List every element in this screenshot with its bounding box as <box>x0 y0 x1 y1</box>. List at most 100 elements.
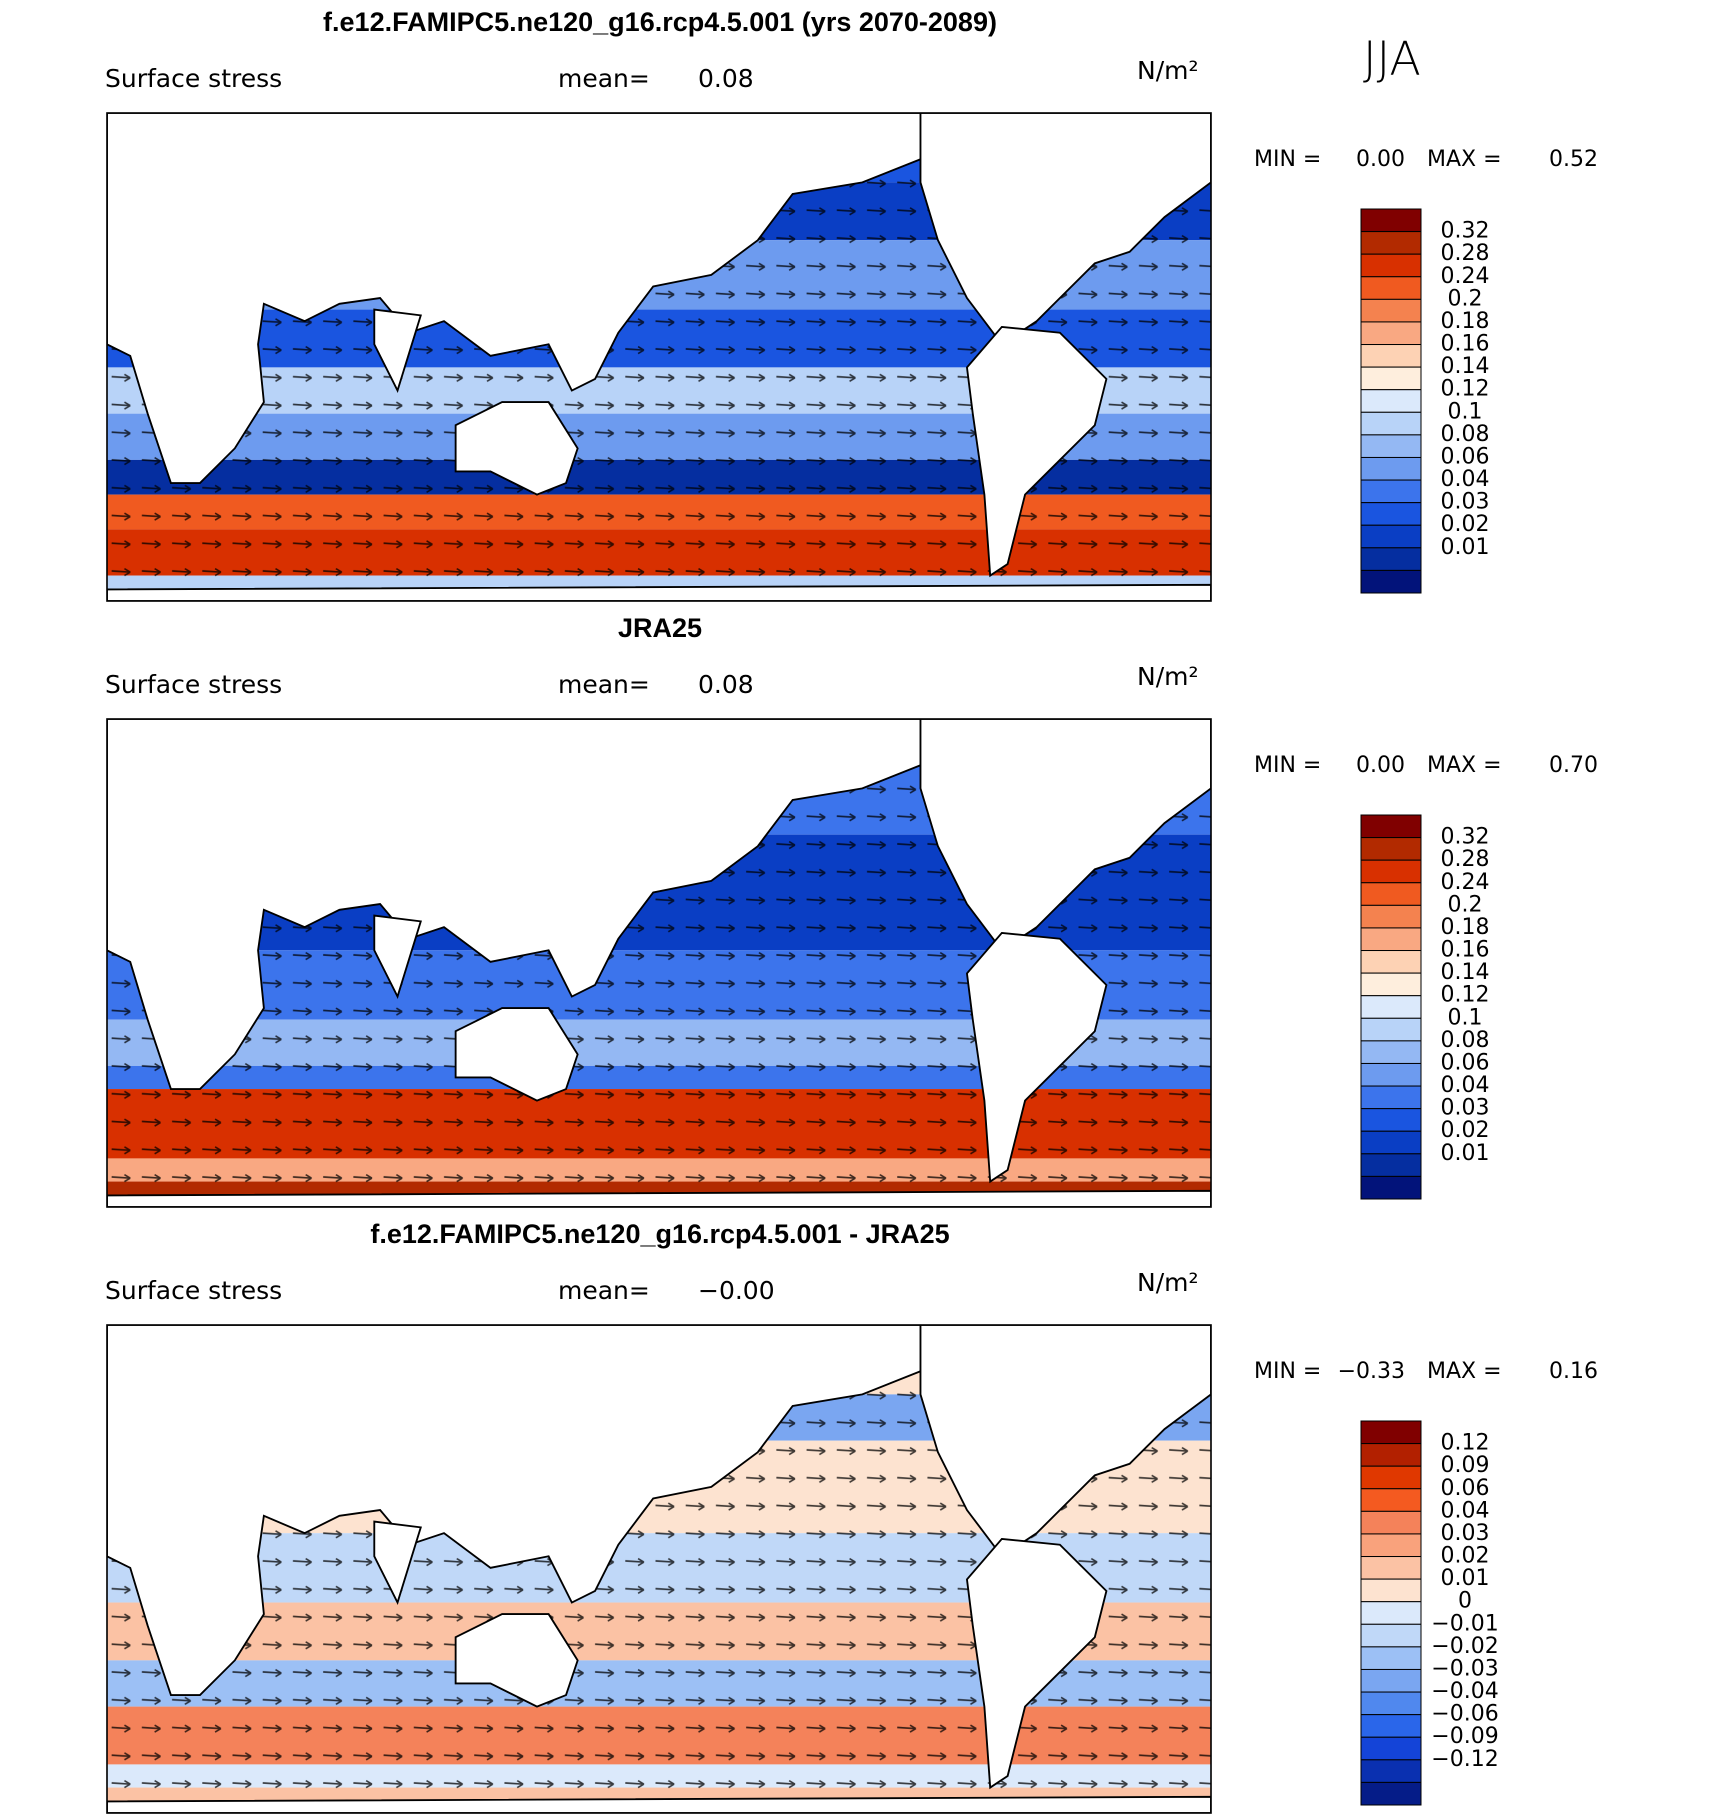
colorbar-box <box>1360 434 1422 458</box>
field-name: Surface stress <box>105 670 282 699</box>
colorbar-box <box>1360 1623 1422 1648</box>
colorbar-label: −0.04 <box>1431 1679 1498 1704</box>
min-value: −0.33 <box>1338 1359 1405 1384</box>
colorbar-label: 0.18 <box>1441 309 1490 334</box>
colorbar-box <box>1360 366 1422 391</box>
colorbar-box <box>1360 479 1422 504</box>
colorbar-box <box>1360 389 1422 413</box>
colorbar-label: −0.09 <box>1431 1724 1498 1749</box>
panel-title: JRA25 <box>618 613 702 643</box>
colorbar-label: 0.04 <box>1441 467 1490 492</box>
colorbar-label: −0.06 <box>1431 1702 1498 1727</box>
colorbar-box <box>1360 456 1422 481</box>
colorbar-box <box>1360 837 1422 861</box>
colorbar-label: 0.01 <box>1441 1566 1490 1591</box>
field-name: Surface stress <box>105 1276 282 1305</box>
colorbar-box <box>1360 1510 1422 1535</box>
colorbar-label: 0.08 <box>1441 422 1490 447</box>
colorbar-label: 0.01 <box>1441 1141 1490 1166</box>
colorbar-label: 0.2 <box>1448 892 1483 917</box>
colorbar-box <box>1360 1714 1422 1738</box>
units: N/m² <box>1137 56 1199 85</box>
max-label: MAX = <box>1427 753 1502 778</box>
max-label: MAX = <box>1427 147 1502 172</box>
colorbar-label: 0.12 <box>1441 983 1490 1008</box>
colorbar-label: 0.02 <box>1441 1544 1490 1569</box>
colorbar-box <box>1360 1443 1422 1467</box>
map-field <box>107 719 1212 1207</box>
colorbar-label: 0.12 <box>1441 377 1490 402</box>
map-field <box>107 1325 1212 1813</box>
max-value: 0.70 <box>1549 753 1598 778</box>
colorbar-label: 0.14 <box>1441 960 1490 985</box>
map <box>106 112 1212 602</box>
colorbar-box <box>1360 1488 1422 1512</box>
mean-label: mean= <box>558 670 650 699</box>
min-label: MIN = <box>1254 1359 1321 1384</box>
map-frame <box>106 112 1212 602</box>
min-label: MIN = <box>1254 147 1321 172</box>
colorbar-box <box>1360 1040 1422 1064</box>
colorbar-box <box>1360 1062 1422 1087</box>
panel-title: f.e12.FAMIPC5.ne120_g16.rcp4.5.001 (yrs … <box>323 7 997 37</box>
colorbar-label: 0.04 <box>1441 1073 1490 1098</box>
colorbar-label: 0.2 <box>1448 286 1483 311</box>
map-frame <box>106 718 1212 1208</box>
colorbar-box <box>1360 1153 1422 1177</box>
colorbar-label: 0.1 <box>1448 399 1483 424</box>
colorbar-box <box>1360 1736 1422 1761</box>
colorbar-box <box>1360 859 1422 884</box>
colorbar-box <box>1360 972 1422 997</box>
colorbar-box <box>1360 1175 1422 1200</box>
colorbar-box <box>1360 253 1422 278</box>
colorbar-box <box>1360 904 1422 929</box>
mean-label: mean= <box>558 64 650 93</box>
colorbar-label: 0.06 <box>1441 444 1490 469</box>
colorbar-label: 0.24 <box>1441 264 1490 289</box>
colorbar-label: 0.09 <box>1441 1453 1490 1478</box>
colorbar-box <box>1360 1578 1422 1603</box>
colorbar-box <box>1360 1781 1422 1806</box>
colorbar-label: 0.24 <box>1441 870 1490 895</box>
colorbar-label: 0.14 <box>1441 354 1490 379</box>
colorbar-box <box>1360 524 1422 549</box>
colorbar-box <box>1360 569 1422 594</box>
colorbar-box <box>1360 1085 1422 1110</box>
colorbar-box <box>1360 1130 1422 1155</box>
max-value: 0.16 <box>1549 1359 1598 1384</box>
colorbar-box <box>1360 411 1422 436</box>
units: N/m² <box>1137 1268 1199 1297</box>
colorbar-label: 0.02 <box>1441 1118 1490 1143</box>
colorbar-label: 0.18 <box>1441 915 1490 940</box>
colorbar-label: 0.12 <box>1441 1431 1490 1456</box>
min-label: MIN = <box>1254 753 1321 778</box>
colorbar-box <box>1360 321 1422 346</box>
colorbar-label: 0 <box>1458 1589 1472 1614</box>
colorbar-label: 0.01 <box>1441 535 1490 560</box>
colorbar-box <box>1360 208 1422 233</box>
colorbar-box <box>1360 1017 1422 1042</box>
colorbar-box <box>1360 231 1422 255</box>
field-name: Surface stress <box>105 64 282 93</box>
colorbar-label: −0.12 <box>1431 1747 1498 1772</box>
colorbar-label: 0.1 <box>1448 1005 1483 1030</box>
colorbar-box <box>1360 1465 1422 1490</box>
mean-value: −0.00 <box>698 1276 775 1305</box>
map <box>106 1324 1212 1814</box>
colorbar-box <box>1360 995 1422 1019</box>
colorbar-label: 0.28 <box>1441 847 1490 872</box>
max-value: 0.52 <box>1549 147 1598 172</box>
panel-title: f.e12.FAMIPC5.ne120_g16.rcp4.5.001 - JRA… <box>370 1219 949 1249</box>
colorbar-box <box>1360 502 1422 526</box>
colorbar-label: 0.06 <box>1441 1476 1490 1501</box>
min-value: 0.00 <box>1356 147 1405 172</box>
season-label: JJA <box>1363 32 1421 86</box>
mean-value: 0.08 <box>698 64 754 93</box>
colorbar-label: 0.06 <box>1441 1050 1490 1075</box>
min-value: 0.00 <box>1356 753 1405 778</box>
colorbar-box <box>1360 1759 1422 1783</box>
mean-value: 0.08 <box>698 670 754 699</box>
colorbar-box <box>1360 882 1422 906</box>
max-label: MAX = <box>1427 1359 1502 1384</box>
